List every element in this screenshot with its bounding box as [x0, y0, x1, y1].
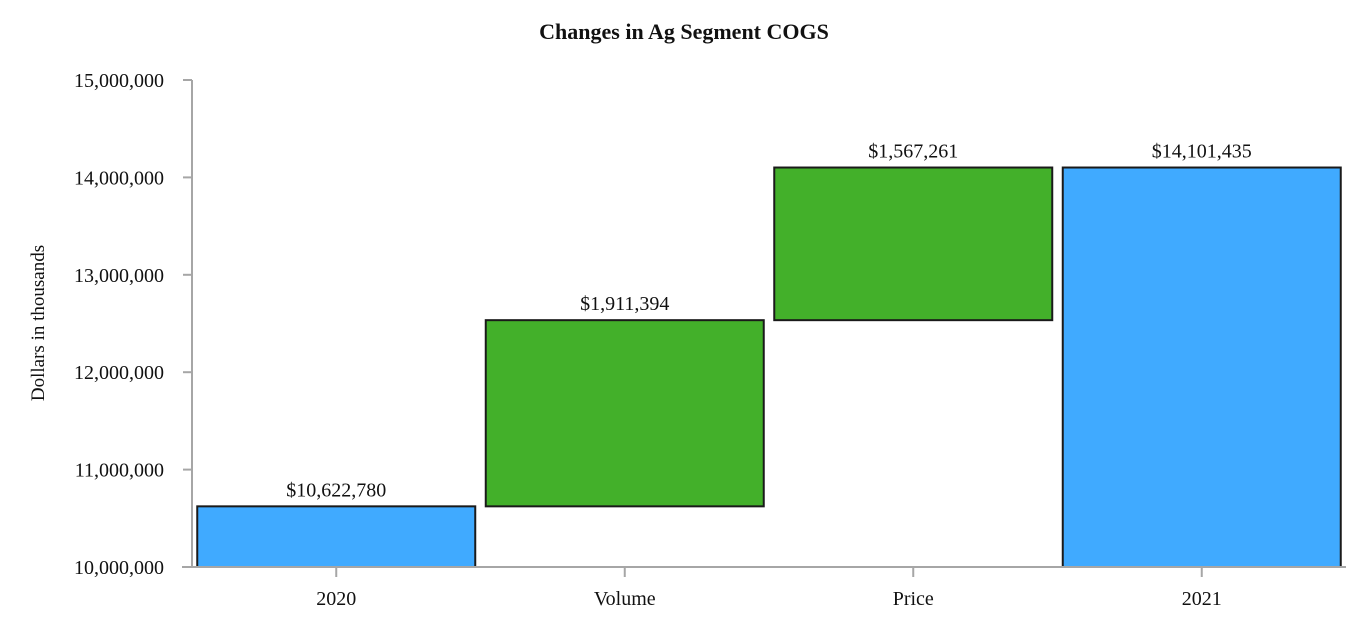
bar-value-label: $1,567,261	[868, 141, 958, 163]
x-tick-label: 2020	[316, 588, 356, 610]
bar-rect	[773, 166, 1054, 322]
bar-rect	[484, 319, 765, 508]
y-tick-label: 14,000,000	[74, 167, 164, 189]
bar-2021: $14,101,435	[1061, 141, 1342, 568]
bar-value-label: $10,622,780	[286, 479, 386, 501]
bar-volume: $1,911,394	[484, 293, 765, 508]
chart-title: Changes in Ag Segment COGS	[539, 19, 829, 44]
y-axis-label: Dollars in thousands	[28, 245, 49, 401]
y-tick-label: 15,000,000	[74, 70, 164, 92]
y-tick-label: 10,000,000	[74, 557, 164, 579]
bars-group: $10,622,780 $1,911,394 $1,567,261 $14,101,4…	[196, 141, 1342, 568]
y-axis: 10,000,000 11,000,000 12,000,000 13,000,000…	[74, 70, 193, 579]
x-tick-label: Volume	[594, 588, 656, 610]
bar-value-label: $1,911,394	[580, 293, 669, 315]
y-tick-label: 13,000,000	[74, 265, 164, 287]
bar-value-label: $14,101,435	[1152, 141, 1252, 163]
bar-rect	[1061, 166, 1342, 568]
y-tick-label: 11,000,000	[75, 460, 164, 482]
bar-2020: $10,622,780	[196, 479, 477, 568]
x-axis: 2020 Volume Price 2021	[182, 566, 1346, 610]
bar-rect	[196, 505, 477, 568]
x-tick-label: 2021	[1182, 588, 1222, 610]
x-tick-label: Price	[893, 588, 934, 610]
y-tick-label: 12,000,000	[74, 362, 164, 384]
bar-price: $1,567,261	[773, 141, 1054, 322]
